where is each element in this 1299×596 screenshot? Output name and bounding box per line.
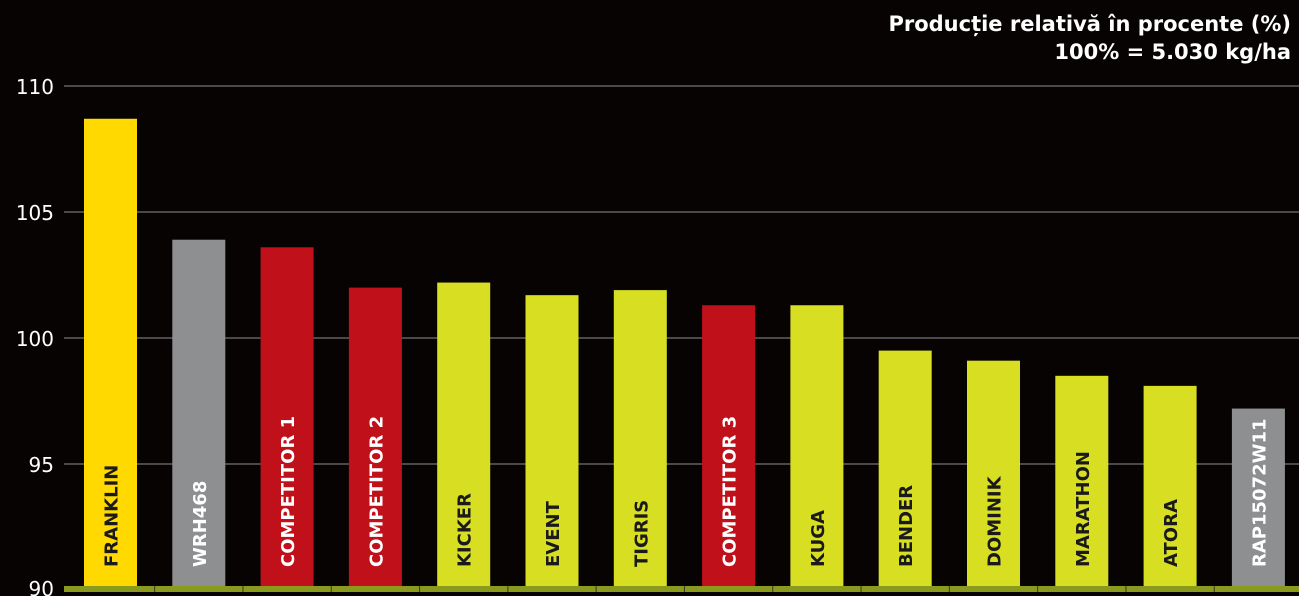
- y-tick-label: 100: [16, 327, 54, 351]
- y-tick-label: 110: [16, 75, 54, 99]
- bar: [1231, 408, 1285, 590]
- y-tick-label: 90: [29, 577, 54, 596]
- bar: [702, 305, 756, 590]
- bar-label: COMPETITOR 1: [278, 416, 299, 567]
- bar-label: KICKER: [455, 493, 476, 567]
- bar: [967, 360, 1020, 590]
- bar: [613, 290, 667, 590]
- bar: [1143, 385, 1197, 590]
- bar-label: KUGA: [808, 510, 829, 567]
- bar-label: TIGRIS: [631, 500, 652, 567]
- y-tick-label: 95: [29, 453, 54, 477]
- bar: [525, 295, 579, 590]
- bar-label: MARATHON: [1073, 451, 1094, 567]
- bar-label: EVENT: [543, 500, 564, 567]
- chart-title-block: Producție relativă în procente (%) 100% …: [888, 10, 1291, 66]
- x-axis-baseline: [64, 586, 1299, 592]
- bar-label: COMPETITOR 2: [366, 416, 387, 567]
- bar: [348, 287, 402, 590]
- bar: [790, 305, 844, 590]
- bar-label: ATORA: [1161, 499, 1182, 567]
- bar: [260, 247, 314, 590]
- bar: [878, 350, 932, 590]
- bar: [172, 239, 226, 590]
- y-tick-label: 105: [16, 201, 54, 225]
- bar-label: DOMINIK: [985, 475, 1006, 567]
- chart-title: Producție relativă în procente (%): [888, 12, 1291, 36]
- bar-label: FRANKLIN: [102, 465, 123, 567]
- bar-label: RAP15072W11: [1249, 418, 1270, 567]
- bar: [1055, 375, 1109, 590]
- bar: [84, 118, 137, 590]
- bar: [437, 282, 491, 590]
- bar-label: BENDER: [896, 485, 917, 567]
- bar-label: COMPETITOR 3: [720, 416, 741, 567]
- chart-subtitle: 100% = 5.030 kg/ha: [1054, 40, 1291, 64]
- bar-label: WRH468: [190, 481, 211, 567]
